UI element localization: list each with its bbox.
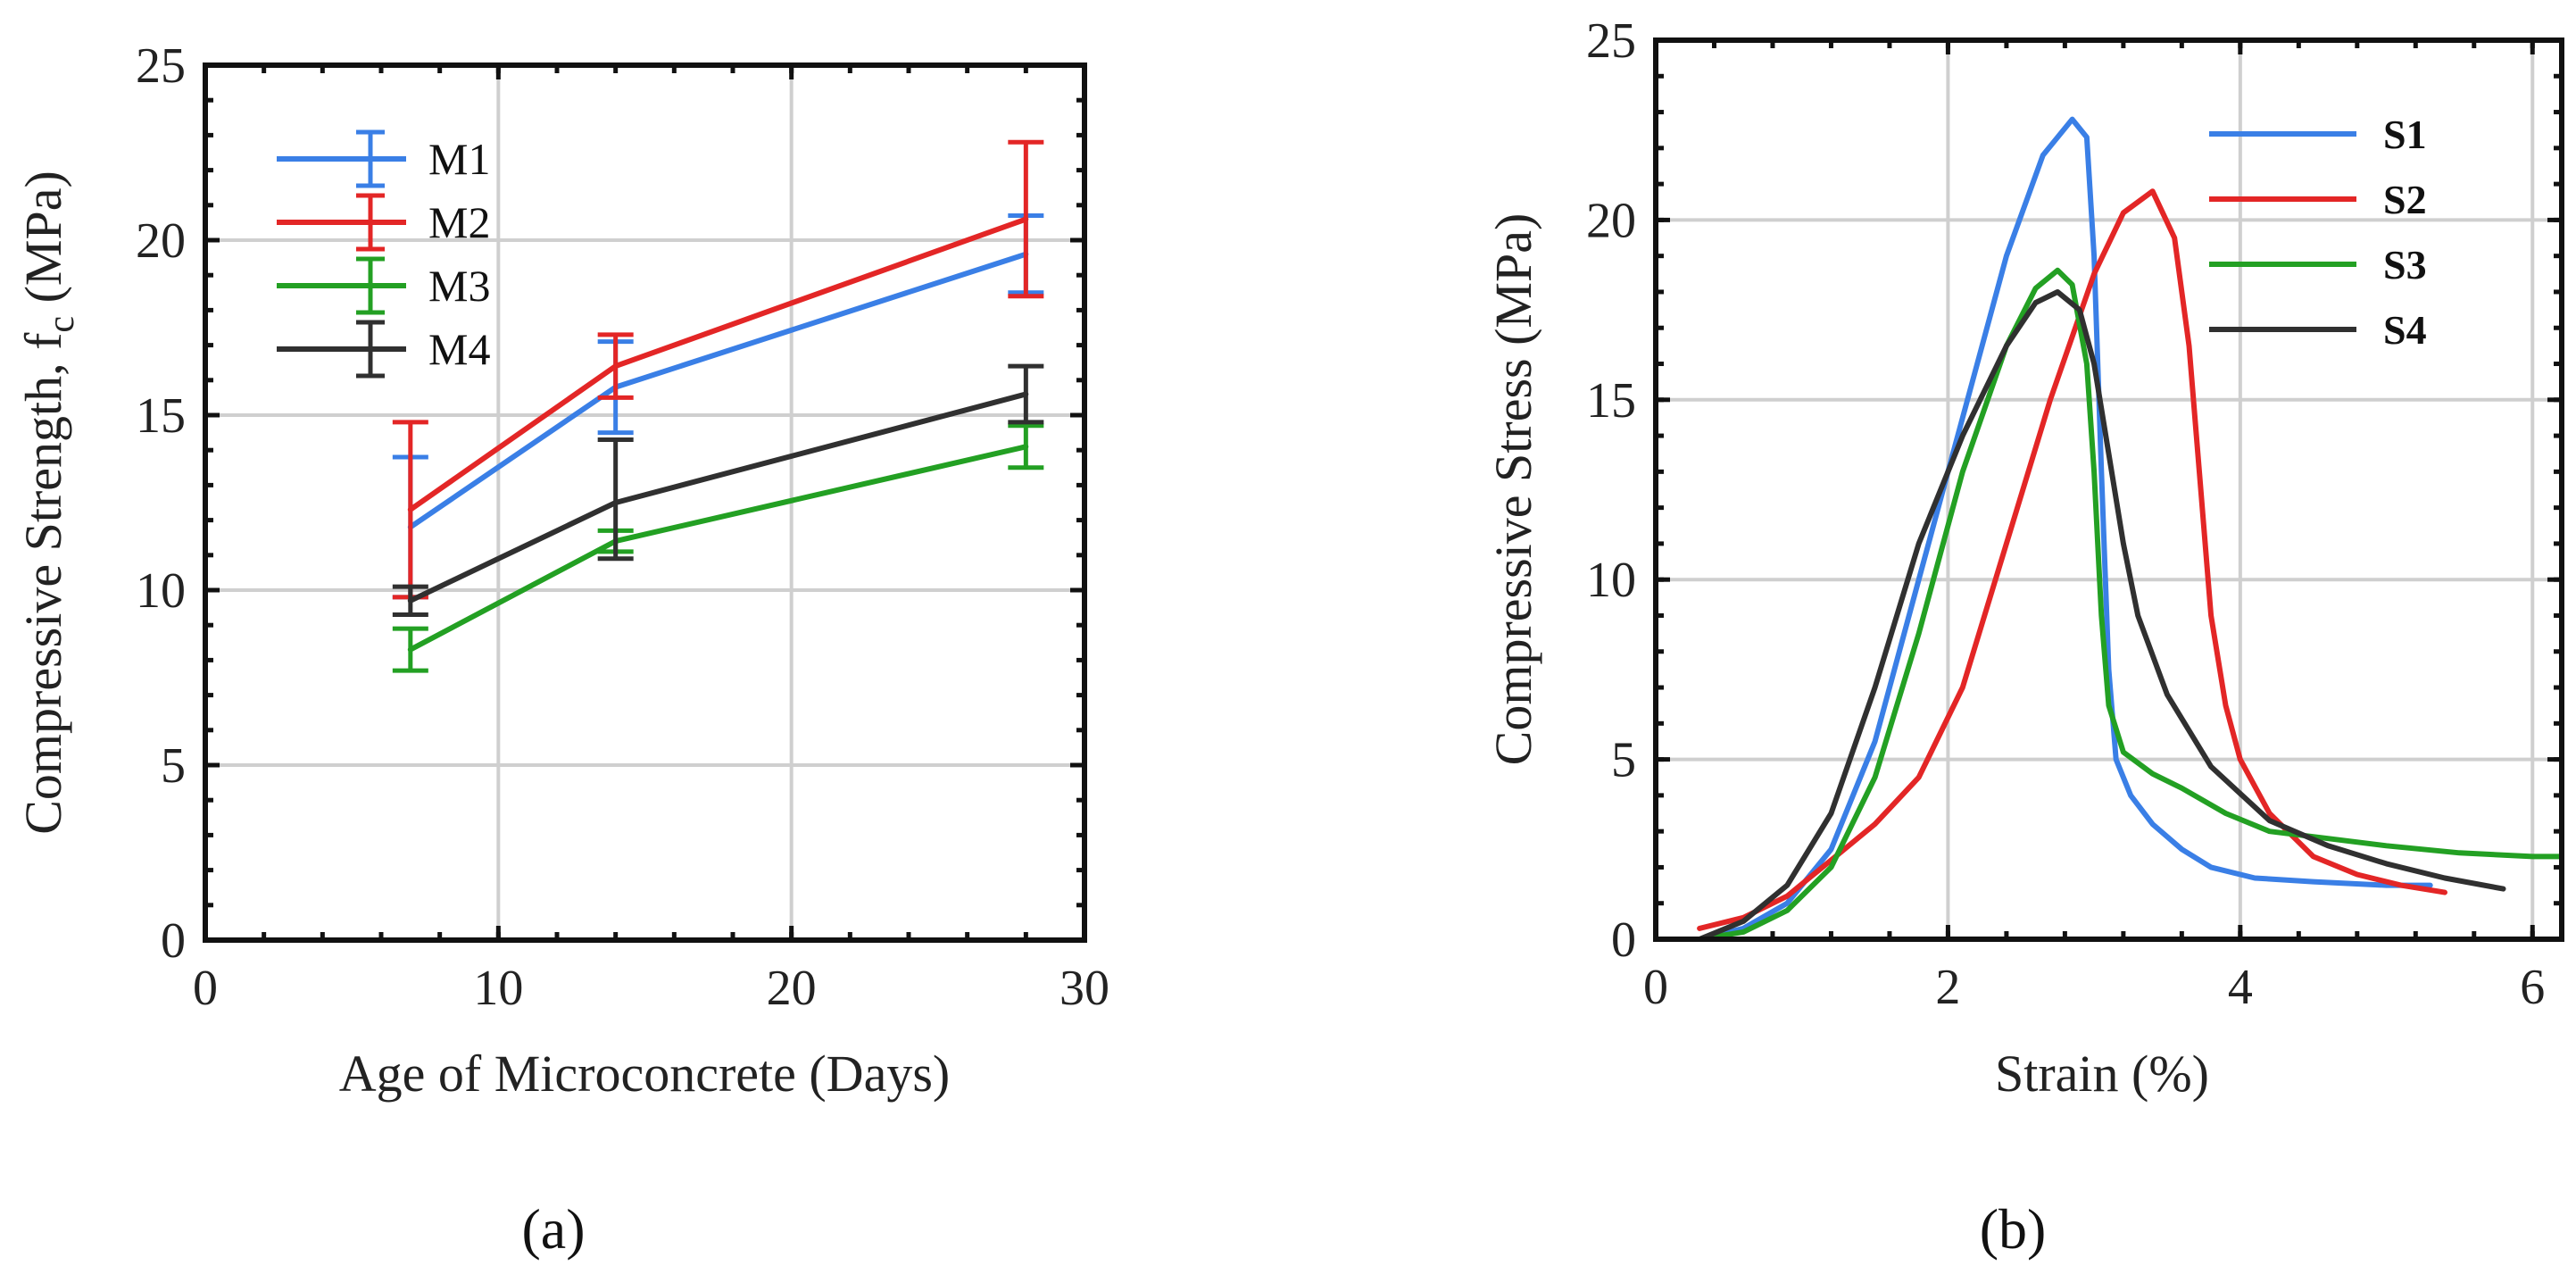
chart-b-ytick-label: 10 [1586,553,1636,608]
legend-label-M3: M3 [428,261,490,311]
chart-a-xtick-label: 30 [1059,961,1109,1016]
chart-b-xtick-label: 4 [2228,960,2253,1015]
chart-b-frame [1653,37,2564,942]
chart-a-ytick-label: 10 [136,563,186,619]
series-line-S4 [1697,289,2506,942]
series-line-M4 [407,391,1029,604]
chart-panel-b: S1 S2 S3 S4 0 5 10 15 20 25 0 2 4 6 Strain (%) Compr… [1484,13,2564,1261]
chart-b-legend: S1 S2 S3 S4 [2209,112,2427,353]
chart-b-series [1697,116,2564,942]
chart-b-ytick-label: 25 [1586,13,1636,69]
legend-label-S3: S3 [2383,242,2427,287]
chart-a-ylabel-unit: (MPa) [14,171,72,316]
legend-label-M1: M1 [428,134,490,184]
chart-a-xlabel: Age of Microconcrete (Days) [339,1045,950,1103]
chart-a-panel-label: (a) [521,1197,585,1261]
chart-a-tick-labels: 0 5 10 15 20 25 0 10 20 30 [136,38,1109,1016]
chart-b-tick-labels: 0 5 10 15 20 25 0 2 4 6 [1586,13,2545,1015]
legend-label-S4: S4 [2383,307,2427,353]
chart-b-xlabel: Strain (%) [1995,1045,2209,1103]
chart-a-ticks [203,62,1087,943]
chart-a-ytick-label: 20 [136,213,186,269]
series-line-S3 [1697,267,2564,942]
chart-b-panel-label: (b) [1980,1197,2047,1261]
chart-a-legend: M1 M2 M3 M4 [277,129,490,379]
chart-b-ticks [1653,37,2562,942]
chart-b-xtick-label: 6 [2520,960,2545,1015]
chart-b-ytick-label: 15 [1586,373,1636,429]
chart-a-ytick-label: 15 [136,388,186,444]
chart-a-ylabel-subscript: c [41,316,82,333]
legend-label-M2: M2 [428,197,490,247]
chart-b-xtick-label: 2 [1935,960,1960,1015]
chart-a-gridlines [205,65,1084,940]
chart-a-ylabel-main: Compressive Strength, f [14,332,72,835]
legend-label-M4: M4 [428,324,490,374]
chart-panel-a: M1 M2 M3 M4 0 5 10 15 20 25 0 10 20 30 Age of Microc… [14,38,1109,1261]
chart-a-frame [203,62,1087,943]
chart-b-ytick-label: 20 [1586,193,1636,248]
chart-a-ytick-label: 0 [161,913,186,969]
series-line-M1 [407,251,1029,530]
chart-a-series [392,139,1044,673]
chart-a-xtick-label: 0 [193,961,218,1016]
chart-a-ylabel: Compressive Strength, fc (MPa) [14,171,82,835]
chart-b-xtick-label: 0 [1643,960,1668,1015]
chart-a-xtick-label: 20 [767,961,817,1016]
chart-a-ytick-label: 25 [136,38,186,94]
chart-a-xtick-label: 10 [473,961,523,1016]
chart-b-ytick-label: 0 [1611,912,1636,968]
chart-b-ytick-label: 5 [1611,733,1636,788]
legend-label-S2: S2 [2383,177,2427,222]
legend-label-S1: S1 [2383,112,2427,157]
chart-a-ytick-label: 5 [161,738,186,794]
series-line-S1 [1697,116,2433,942]
chart-b-gridlines [1656,40,2562,939]
chart-b-ylabel: Compressive Stress (MPa) [1484,213,1542,766]
